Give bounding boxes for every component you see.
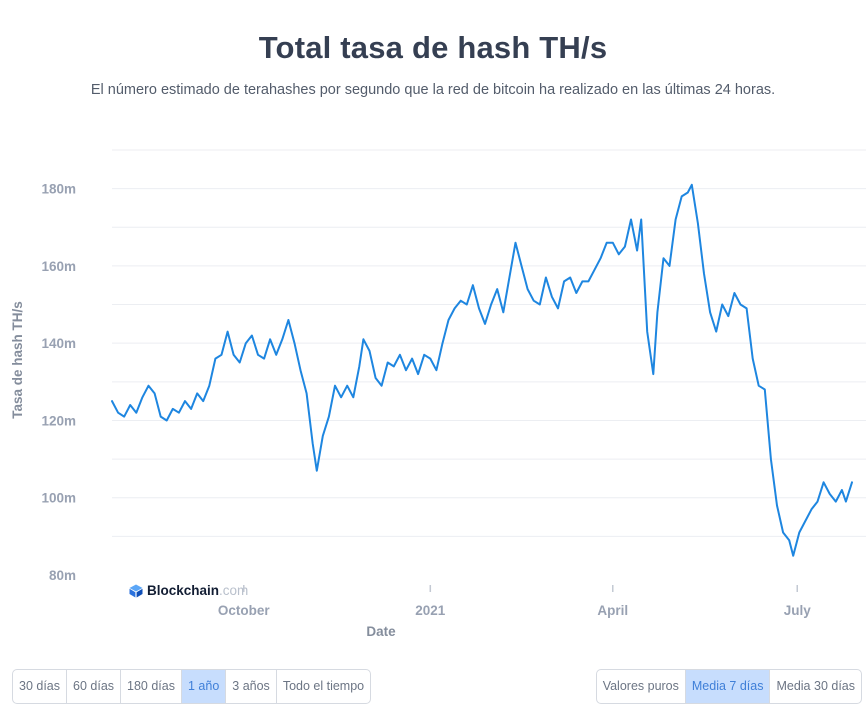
average-selector: Valores puros Media 7 días Media 30 días <box>595 669 862 704</box>
blockchain-watermark: Blockchain .com <box>129 583 248 598</box>
y-axis-ticks: 80m 100m 120m 140m 160m 180m <box>41 182 76 583</box>
x-tick-label: July <box>784 603 812 618</box>
range-button-all-time[interactable]: Todo el tiempo <box>282 679 365 693</box>
y-axis-title: Tasa de hash TH/s <box>10 301 25 419</box>
y-tick-label: 120m <box>41 413 76 428</box>
x-tick-label: October <box>218 603 271 618</box>
blockchain-logo-icon <box>129 584 143 597</box>
hashrate-line-chart: 80m 100m 120m 140m 160m 180m October 2021 April… <box>10 149 866 639</box>
avg-button-30-day[interactable]: Media 30 días <box>776 679 855 693</box>
watermark-suffix: .com <box>219 583 249 598</box>
y-tick-label: 180m <box>41 182 76 197</box>
x-axis-ticks: October 2021 April July <box>218 585 811 618</box>
watermark-brand: Blockchain <box>147 583 220 598</box>
y-tick-label: 140m <box>41 336 76 351</box>
range-button-3-years[interactable]: 3 años <box>226 670 277 703</box>
x-tick-label: April <box>597 603 628 618</box>
grid-lines <box>112 149 866 537</box>
y-tick-label: 100m <box>41 491 76 506</box>
page-subtitle: El número estimado de terahashes por seg… <box>90 82 776 98</box>
x-tick-label: 2021 <box>415 603 446 618</box>
x-axis-title: Date <box>366 624 396 639</box>
page-title: Total tasa de hash TH/s <box>258 30 608 65</box>
time-range-selector: 30 días 60 días 180 días 1 año 3 años To… <box>12 669 372 704</box>
y-tick-label: 160m <box>41 259 76 274</box>
hashrate-series-line <box>111 183 853 557</box>
range-button-1-year[interactable]: 1 año <box>182 670 227 703</box>
y-tick-label: 80m <box>49 568 76 583</box>
range-button-180-days[interactable]: 180 días <box>121 670 182 703</box>
range-button-30-days[interactable]: 30 días <box>13 670 68 703</box>
avg-button-raw-values[interactable]: Valores puros <box>597 670 686 703</box>
range-button-60-days[interactable]: 60 días <box>67 670 122 703</box>
avg-button-7-day[interactable]: Media 7 días <box>685 670 771 703</box>
